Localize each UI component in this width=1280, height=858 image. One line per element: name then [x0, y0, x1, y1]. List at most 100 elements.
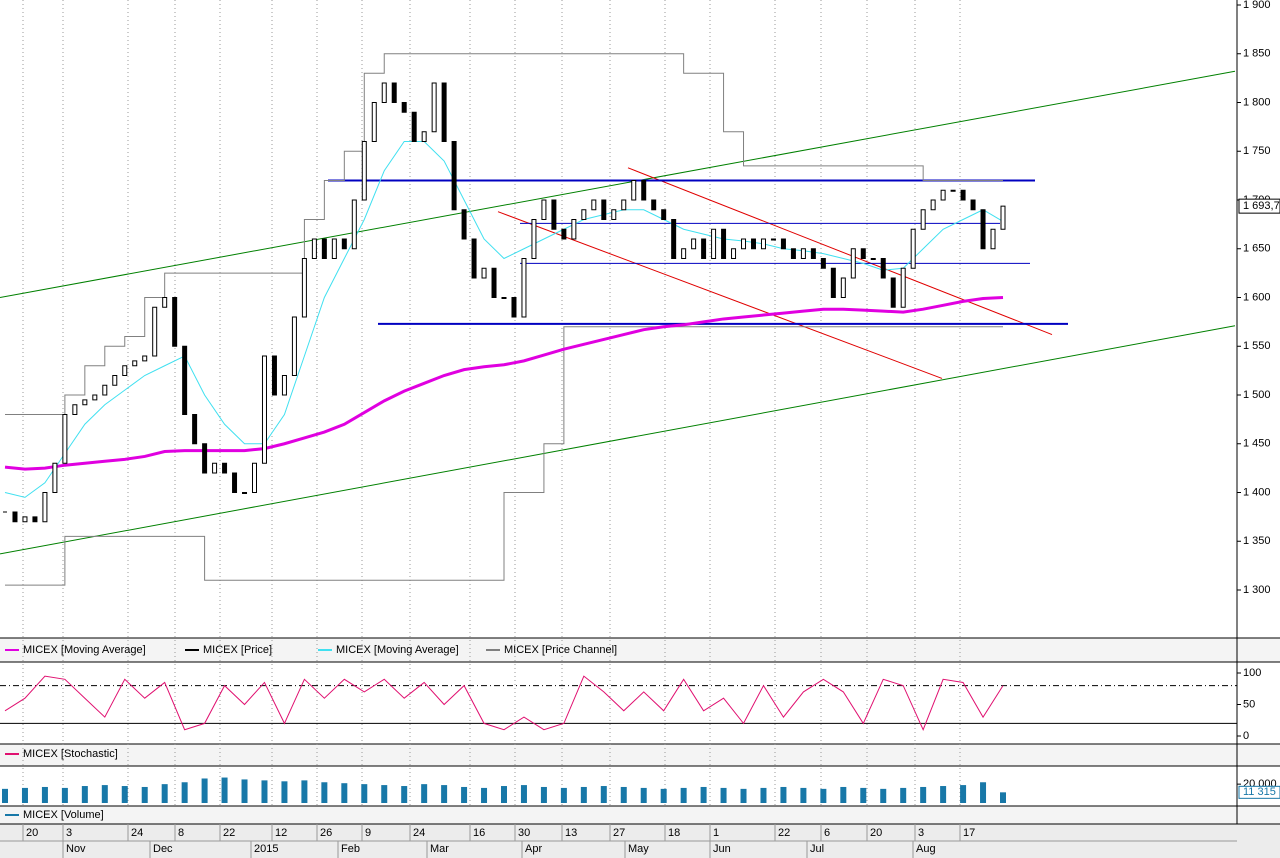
candle [62, 414, 68, 464]
day-label: 3 [66, 827, 72, 839]
candle [421, 131, 427, 142]
volume-bar [1000, 792, 1006, 803]
legend-strip [0, 638, 1280, 662]
candle [551, 199, 557, 230]
candle [721, 228, 727, 259]
legend-label: MICEX [Moving Average] [23, 644, 146, 656]
candle [22, 516, 28, 523]
candle [591, 199, 597, 211]
day-label: 13 [565, 827, 577, 839]
price-channel [5, 326, 1003, 586]
legend-strip [0, 744, 1280, 766]
candle [850, 248, 856, 279]
candle [32, 516, 38, 523]
y-tick-label: 1 750 [1243, 145, 1271, 157]
candle [970, 199, 976, 211]
day-label: 20 [26, 827, 38, 839]
y-tick-label: 1 350 [1243, 535, 1271, 547]
candle [830, 267, 836, 298]
candle [880, 258, 886, 279]
y-tick-label: 0 [1243, 730, 1249, 742]
volume-bar [560, 787, 567, 803]
candle [222, 462, 228, 474]
candle [401, 102, 407, 113]
volume-bar [81, 786, 88, 803]
candle [391, 82, 397, 103]
volume-bar [61, 787, 68, 803]
moving-average [4, 296, 1004, 471]
volume-bar [640, 787, 647, 803]
candle [541, 199, 547, 220]
candle [112, 375, 118, 386]
volume-bar [161, 784, 168, 803]
volume-bar [421, 784, 428, 803]
month-label: Jun [713, 843, 731, 855]
legend-label: MICEX [Price] [203, 644, 272, 656]
day-label: 20 [870, 827, 882, 839]
volume-bar [700, 786, 707, 803]
candle [351, 199, 357, 250]
candle [910, 228, 916, 269]
candle [581, 209, 587, 220]
volume-bar [281, 781, 288, 803]
candle [321, 238, 327, 259]
volume-bar [840, 786, 847, 803]
y-tick-label: 1 800 [1243, 96, 1271, 108]
candle [501, 297, 507, 299]
y-tick-label: 1 500 [1243, 389, 1271, 401]
volume-bar [501, 786, 507, 803]
last-value-box [1238, 785, 1280, 799]
candle [72, 404, 78, 415]
volume-bar [101, 785, 108, 803]
y-tick-label: 100 [1243, 667, 1261, 679]
month-label: Mar [430, 843, 449, 855]
trend-line [0, 325, 1236, 555]
candle [12, 511, 18, 523]
day-label: 24 [413, 827, 425, 839]
candle [731, 248, 737, 259]
candle [671, 219, 677, 259]
volume-bar [620, 786, 627, 803]
volume-bar [860, 787, 867, 803]
candle [681, 248, 687, 259]
candle [860, 248, 866, 259]
candle [990, 228, 996, 250]
day-label: 1 [713, 827, 719, 839]
candle [212, 462, 218, 474]
volume-bar [880, 788, 887, 803]
candle [920, 209, 926, 230]
volume-bar [301, 780, 308, 803]
candle [960, 189, 966, 201]
volume-bar [361, 784, 368, 803]
candle [301, 258, 307, 318]
y-tick-label: 1 450 [1243, 438, 1271, 450]
y-tick-label: 1 300 [1243, 584, 1271, 596]
candle [511, 297, 517, 318]
volume-bar [261, 780, 268, 803]
candle [770, 238, 776, 241]
candle [820, 258, 826, 269]
volume-bar [381, 785, 388, 803]
price-channel [5, 53, 1003, 415]
candle [840, 277, 846, 298]
candle [172, 297, 178, 347]
month-label: Feb [341, 843, 360, 855]
month-label: Aug [916, 843, 936, 855]
legend-label: MICEX [Volume] [23, 809, 104, 821]
candle [980, 209, 986, 250]
candle [651, 199, 657, 211]
day-label: 6 [824, 827, 830, 839]
candle [242, 492, 248, 494]
candle [621, 199, 627, 211]
candle [940, 189, 946, 201]
volume-bar [461, 786, 468, 803]
month-label: 2015 [254, 843, 278, 855]
candle [451, 141, 457, 211]
day-label: 27 [613, 827, 625, 839]
candle [950, 189, 956, 192]
y-tick-label: 1 850 [1243, 48, 1271, 60]
candle [371, 102, 377, 142]
volume-bar [920, 786, 927, 803]
month-label: Nov [66, 843, 86, 855]
